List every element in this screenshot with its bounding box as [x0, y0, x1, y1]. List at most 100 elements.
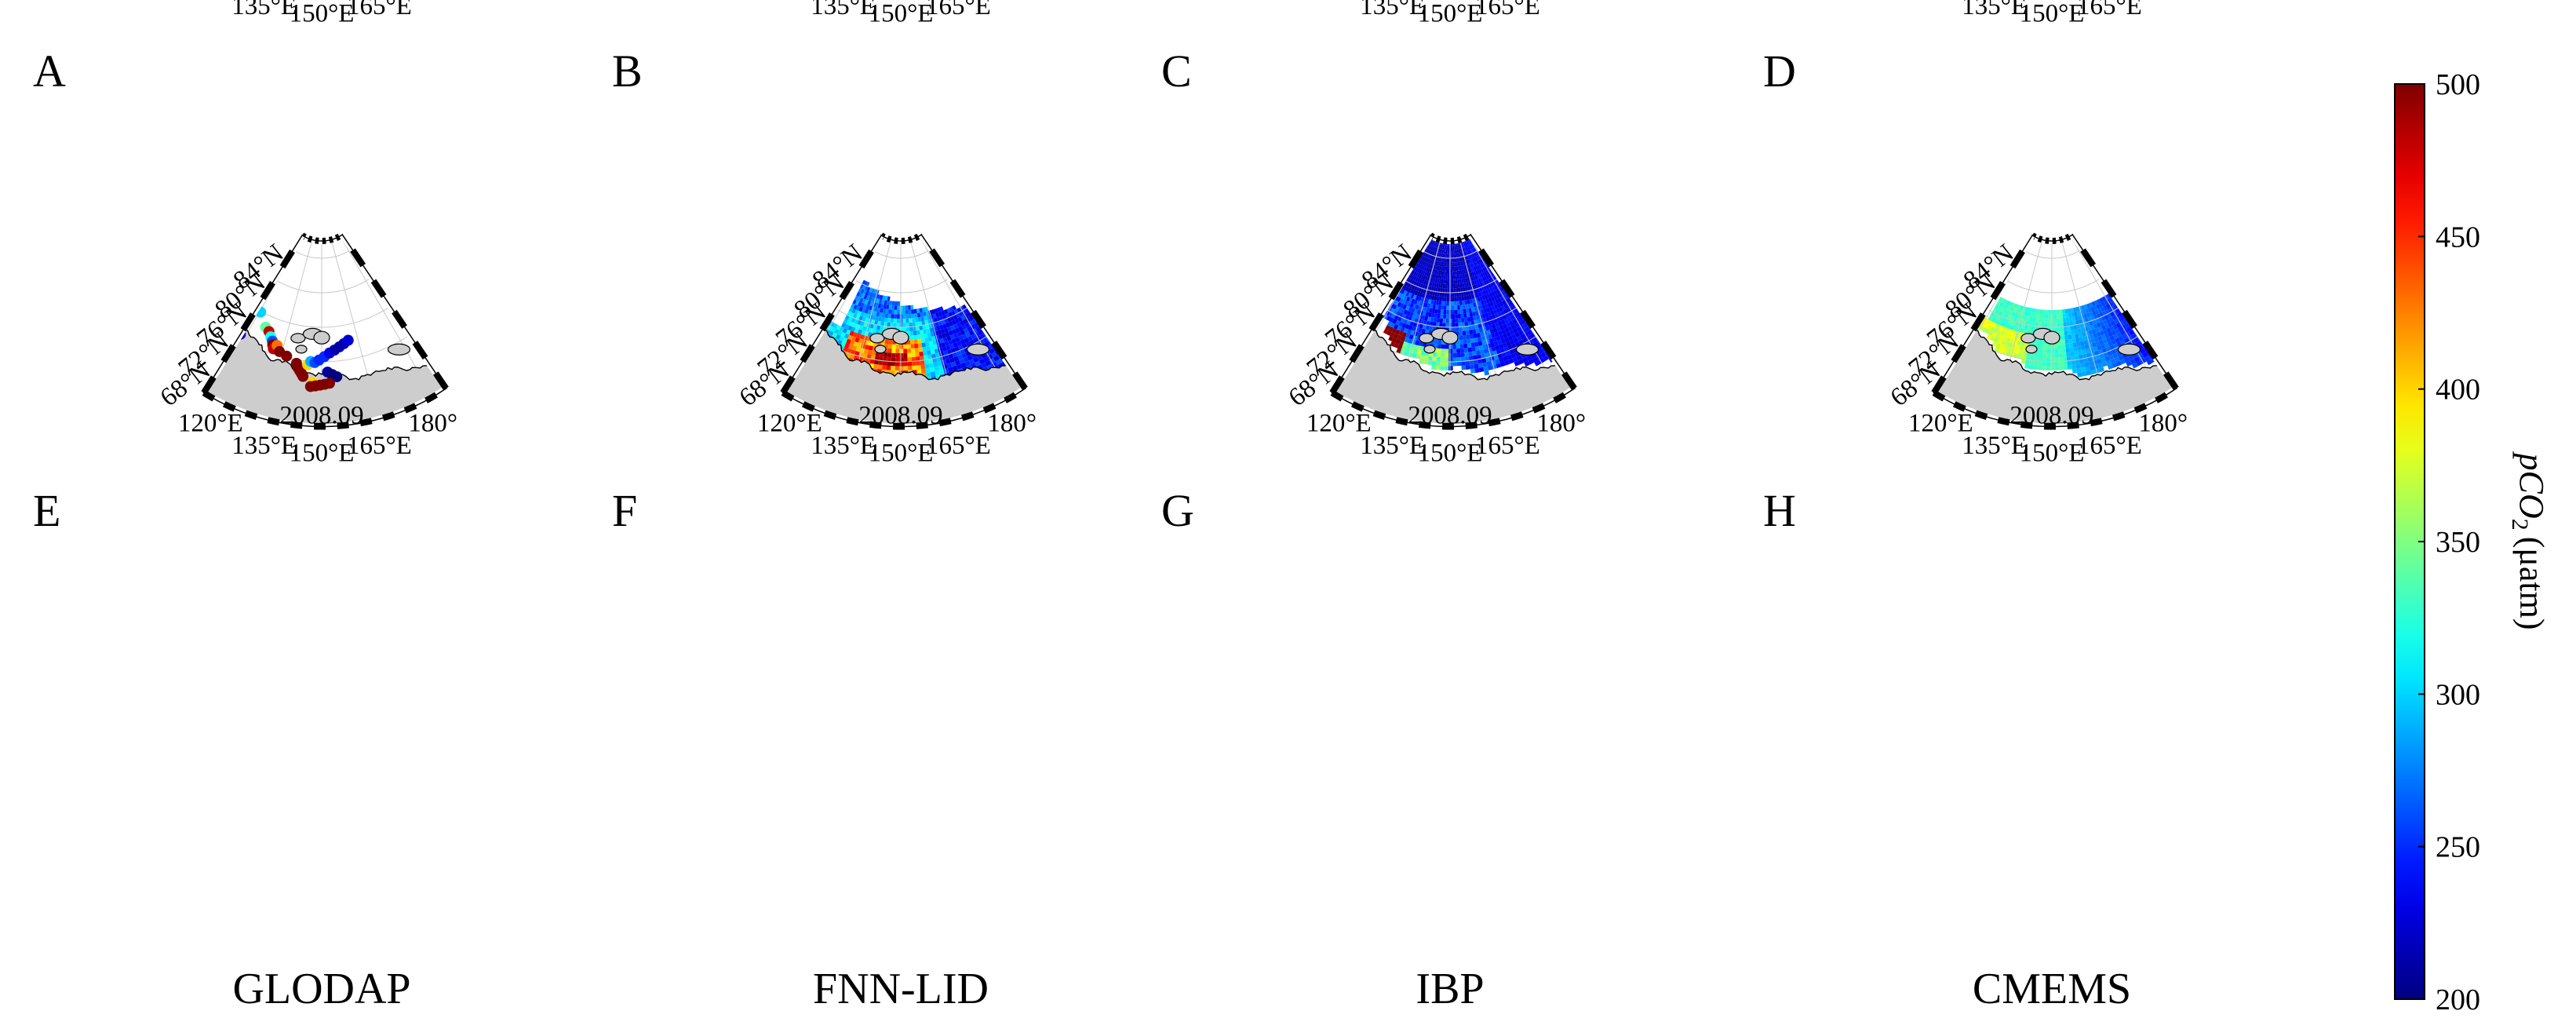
- grid-cell: [1400, 349, 1405, 356]
- grid-cell: [2039, 348, 2043, 353]
- grid-cell: [1400, 336, 1406, 341]
- grid-cell: [1477, 283, 1481, 288]
- grid-cell: [1445, 275, 1448, 280]
- grid-cell: [1448, 361, 1453, 367]
- grid-cell: [1409, 283, 1414, 289]
- grid-cell: [2059, 365, 2064, 370]
- grid-cell: [2082, 335, 2087, 341]
- grid-cell: [972, 356, 979, 363]
- grid-cell: [858, 338, 864, 344]
- grid-cell: [1504, 359, 1510, 366]
- grid-cell: [1988, 316, 1993, 322]
- grid-cell: [899, 348, 904, 354]
- grid-cell: [935, 321, 939, 327]
- grid-cell: [1425, 257, 1429, 263]
- grid-cell: [2130, 358, 2137, 365]
- grid-cell: [1436, 352, 1441, 358]
- lon-label: 150°E: [869, 440, 934, 468]
- grid-cell: [863, 348, 869, 354]
- grid-cell: [1480, 290, 1485, 297]
- colorbar-tick-label: 500: [2436, 68, 2480, 101]
- grid-cell: [1437, 252, 1440, 257]
- grid-cell: [2018, 309, 2023, 315]
- land-mass: [1332, 327, 1575, 427]
- lon-label: 150°E: [869, 0, 934, 28]
- grid-cell: [971, 334, 977, 340]
- grid-cell: [1421, 256, 1425, 261]
- grid-cell: [2082, 353, 2088, 359]
- grid-cell: [925, 311, 930, 316]
- grid-cell: [925, 323, 930, 330]
- grid-cell: [2047, 323, 2051, 327]
- grid-cell: [884, 313, 889, 319]
- grid-cell: [1506, 331, 1511, 338]
- grid-cell: [1477, 254, 1481, 260]
- grid-cell: [1454, 309, 1458, 315]
- grid-cell: [2041, 322, 2045, 327]
- grid-cell: [1485, 289, 1489, 294]
- grid-cell: [1390, 313, 1397, 319]
- grid-cell: [1488, 297, 1492, 303]
- grid-cell: [2046, 344, 2051, 349]
- grid-cell: [960, 339, 966, 345]
- grid-cell: [1999, 307, 2005, 312]
- grid-cell: [2042, 352, 2047, 358]
- grid-cell: [2041, 318, 2046, 323]
- grid-cell: [946, 348, 953, 355]
- grid-cell: [923, 311, 927, 317]
- grid-cell: [1460, 257, 1463, 262]
- grid-cell: [864, 308, 869, 314]
- grid-cell: [1448, 352, 1453, 358]
- map-panel-h: 84°N80°N76°N72°N68°N120°E135°E150°E165°E…: [1763, 232, 2188, 536]
- grid-cell: [1429, 294, 1433, 300]
- grid-cell: [2075, 316, 2079, 321]
- grid-cell: [2042, 344, 2047, 349]
- grid-cell: [860, 288, 865, 294]
- grid-cell: [1411, 298, 1416, 304]
- grid-cell: [1481, 276, 1486, 282]
- grid-cell: [1484, 271, 1488, 276]
- grid-cell: [1512, 356, 1518, 363]
- grid-cell: [1481, 267, 1486, 272]
- lon-label: 165°E: [2077, 0, 2142, 20]
- grid-cell: [2015, 308, 2020, 314]
- grid-cell: [1416, 286, 1420, 292]
- grid-cell: [1423, 355, 1429, 361]
- grid-cell: [865, 290, 869, 296]
- grid-cell: [891, 361, 895, 367]
- grid-cell: [1990, 326, 1996, 332]
- grid-cell: [2054, 344, 2059, 349]
- grid-cell: [2002, 308, 2007, 314]
- grid-cell: [2020, 341, 2025, 347]
- grid-cell: [2108, 331, 2113, 338]
- grid-cell: [943, 308, 949, 315]
- island: [2020, 333, 2036, 344]
- grid-cell: [1484, 352, 1490, 358]
- grid-cell: [873, 324, 878, 330]
- grid-cell: [1411, 279, 1416, 285]
- grid-cell: [923, 329, 927, 334]
- grid-cell: [2090, 306, 2095, 312]
- grid-cell: [1460, 248, 1463, 253]
- grid-cell: [896, 323, 900, 327]
- grid-cell: [1466, 255, 1470, 261]
- grid-cell: [852, 313, 858, 319]
- grid-cell: [1420, 288, 1424, 294]
- grid-cell: [1503, 356, 1509, 362]
- grid-cell: [1493, 275, 1498, 280]
- grid-cell: [866, 286, 871, 292]
- grid-cell: [1496, 288, 1500, 294]
- grid-cell: [1476, 354, 1482, 359]
- grid-cell: [1489, 328, 1495, 334]
- grid-cell: [2097, 348, 2104, 355]
- grid-cell: [952, 305, 957, 311]
- grid-cell: [1452, 301, 1455, 306]
- grid-cell: [1456, 292, 1459, 297]
- grid-cell: [919, 356, 924, 361]
- grid-cell: [2086, 325, 2092, 331]
- grid-cell: [1484, 294, 1488, 300]
- grid-cell: [977, 330, 984, 336]
- grid-cell: [938, 369, 945, 375]
- grid-cell: [952, 365, 958, 371]
- grid-cell: [980, 362, 987, 369]
